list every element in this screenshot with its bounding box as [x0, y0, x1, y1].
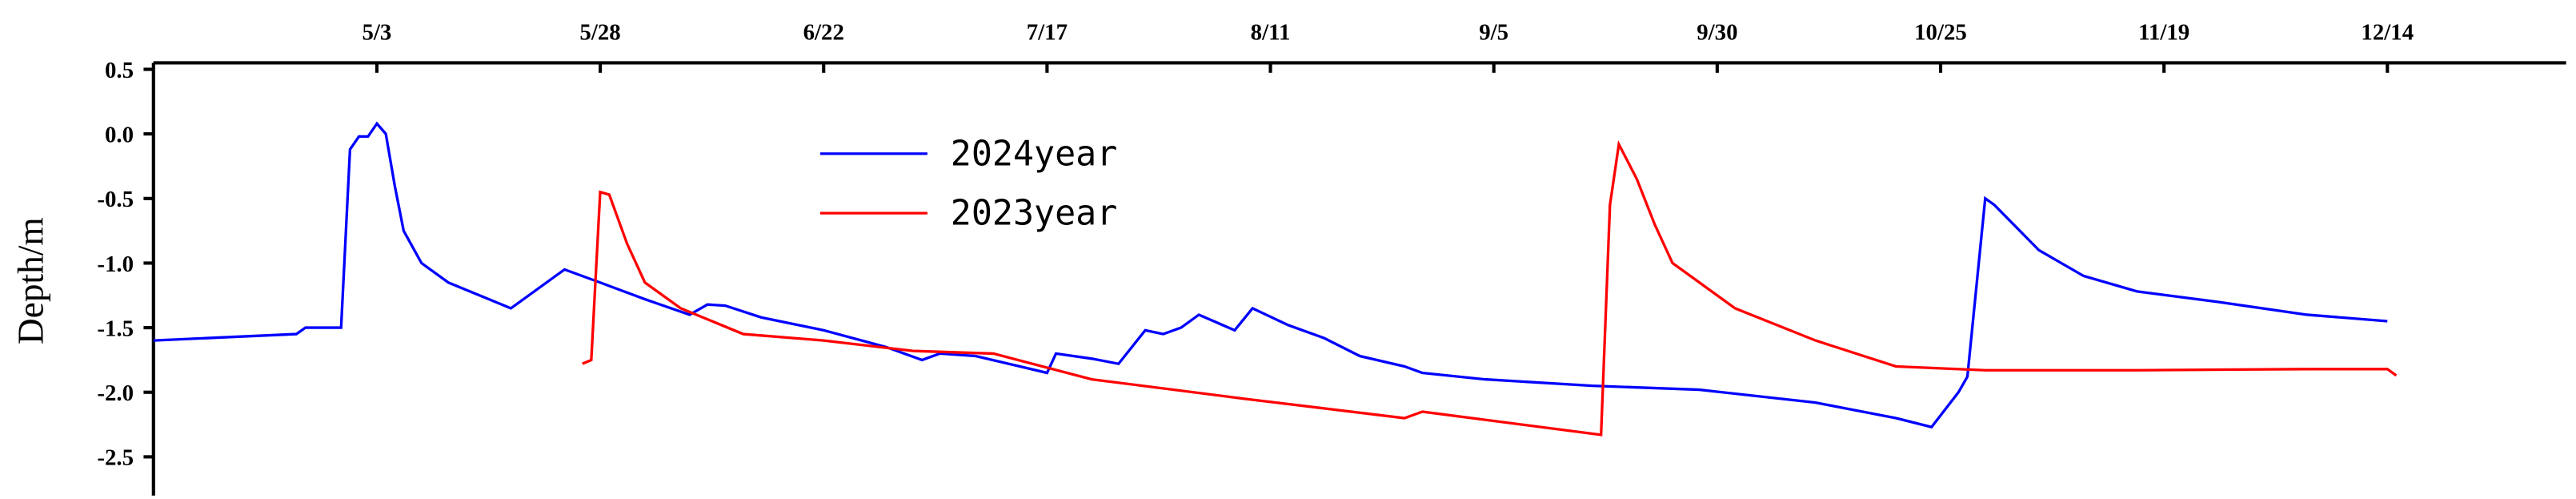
y-tick-label: -2.5	[97, 445, 134, 471]
x-tick-label: 5/28	[579, 20, 620, 46]
x-tick-label: 11/19	[2138, 20, 2189, 46]
legend-label: 2023year	[951, 194, 1118, 234]
y-tick-label: -1.0	[97, 252, 134, 277]
series-line	[582, 139, 2398, 437]
y-tick-label: -0.5	[97, 187, 134, 212]
series-line	[153, 121, 2388, 429]
x-tick-label: 12/14	[2361, 20, 2414, 46]
x-tick-label: 5/3	[362, 20, 391, 46]
y-tick-label: 0.5	[105, 58, 134, 83]
x-tick-label: 9/30	[1697, 20, 1737, 46]
x-tick-label: 9/5	[1479, 20, 1508, 46]
y-tick-label: -2.0	[97, 380, 134, 406]
x-tick-label: 8/11	[1251, 20, 1291, 46]
y-tick-label: -1.5	[97, 316, 134, 341]
x-tick-label: 10/25	[1914, 20, 1967, 46]
x-tick-label: 6/22	[803, 20, 844, 46]
x-tick-label: 7/17	[1027, 20, 1068, 46]
y-tick-label: 0.0	[105, 122, 134, 147]
y-axis-label: Depth/m	[11, 217, 51, 344]
legend-label: 2024year	[951, 134, 1118, 174]
